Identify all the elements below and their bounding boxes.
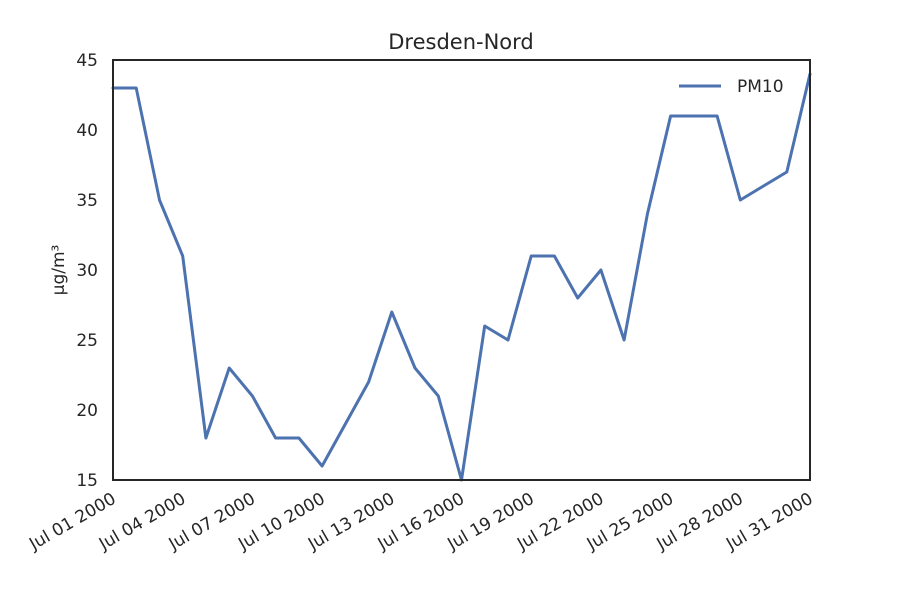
y-axis-label: µg/m³	[49, 245, 69, 296]
y-tick-label: 45	[76, 51, 98, 71]
y-tick-label: 15	[76, 471, 98, 491]
y-tick-label: 35	[76, 191, 98, 211]
legend: PM10	[679, 77, 784, 97]
y-tick-label: 30	[76, 261, 98, 281]
plot-area	[111, 72, 812, 482]
chart-title: Dresden-Nord	[388, 30, 534, 54]
legend-label-pm10: PM10	[737, 77, 784, 97]
y-tick-label: 20	[76, 401, 98, 421]
series-line-pm10	[111, 72, 812, 482]
plot-frame	[112, 59, 811, 481]
y-tick-label: 25	[76, 331, 98, 351]
y-axis-ticks: 15 20 25 30 35 40 45	[76, 51, 98, 491]
y-tick-label: 40	[76, 121, 98, 141]
